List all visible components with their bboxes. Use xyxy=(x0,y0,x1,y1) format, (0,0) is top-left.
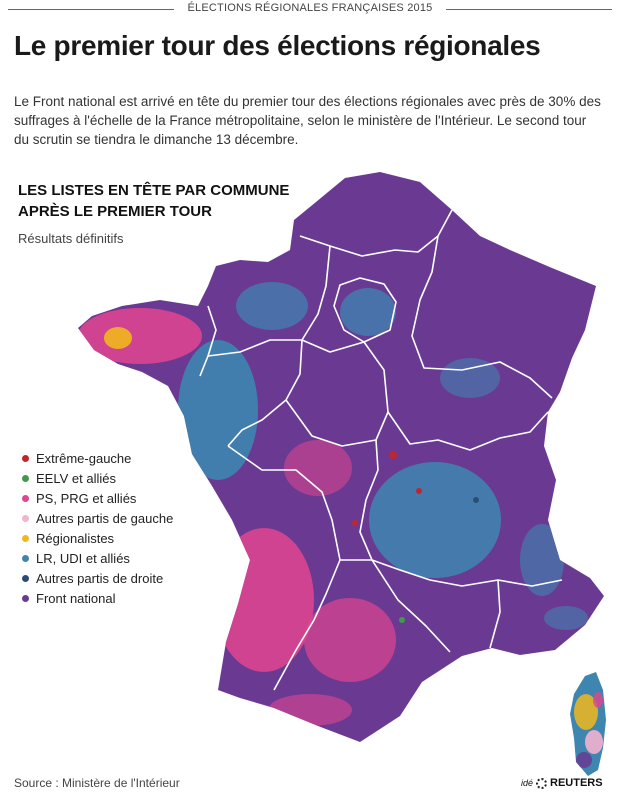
area-south-ps xyxy=(304,598,396,682)
credit: idé REUTERS xyxy=(521,777,603,789)
legend-swatch xyxy=(22,494,29,502)
border-east xyxy=(411,235,553,399)
legend: Extrême-gauche EELV et alliés PS, PRG et… xyxy=(22,448,173,608)
border-aquitaine xyxy=(227,445,341,691)
page-title: Le premier tour des élections régionales xyxy=(14,30,541,61)
kicker-text: ÉLECTIONS RÉGIONALES FRANÇAISES 2015 xyxy=(187,2,433,14)
intro-text: Le Front national est arrivé en tête du … xyxy=(14,94,601,147)
mainland xyxy=(78,172,604,742)
legend-label: Autres partis de gauche xyxy=(36,510,174,526)
corsica-fn xyxy=(576,752,592,768)
legend-label: Front national xyxy=(36,590,116,606)
legend-swatch xyxy=(22,474,29,482)
source-note: Source : Ministère de l'Intérieur xyxy=(14,776,180,790)
area-southwest-ps xyxy=(214,528,314,672)
border-brittany xyxy=(199,305,217,377)
border-idf xyxy=(333,277,397,343)
border-auvergne xyxy=(359,439,563,587)
kicker: ÉLECTIONS RÉGIONALES FRANÇAISES 2015 xyxy=(0,2,618,16)
legend-item-extreme-gauche: Extrême-gauche xyxy=(22,448,173,468)
border-occitanie xyxy=(340,559,451,653)
legend-item-regionalistes: Régionalistes xyxy=(22,528,173,548)
legend-item-ps: PS, PRG et alliés xyxy=(22,488,173,508)
legend-item-front-national: Front national xyxy=(22,588,173,608)
legend-label: Autres partis de droite xyxy=(36,570,164,586)
region-borders xyxy=(199,209,563,691)
legend-swatch xyxy=(22,454,29,462)
legend-swatch xyxy=(22,574,29,582)
area-alps-lr xyxy=(520,524,564,596)
border-pays-de-loire xyxy=(207,339,303,447)
corsica xyxy=(570,672,606,776)
area-paris-lr xyxy=(340,288,396,336)
kicker-rule-left xyxy=(8,9,174,10)
legend-item-autres-gauche: Autres partis de gauche xyxy=(22,508,173,528)
legend-label: LR, UDI et alliés xyxy=(36,550,130,566)
corsica-other-left xyxy=(585,730,603,754)
legend-swatch xyxy=(22,554,29,562)
area-normandy-lr xyxy=(236,282,308,330)
area-west-lr xyxy=(178,340,258,480)
area-brittany-regionalists xyxy=(104,327,132,349)
border-normandy-paris xyxy=(301,245,331,341)
legend-label: Régionalistes xyxy=(36,530,115,546)
corsica-regionalists xyxy=(574,694,598,730)
legend-swatch xyxy=(22,514,29,522)
spot-other-right xyxy=(473,497,479,503)
legend-swatch xyxy=(22,534,29,542)
spot-far-left-1 xyxy=(389,451,397,459)
map-subtitle: Résultats définitifs xyxy=(18,231,124,246)
spot-eelv xyxy=(399,617,405,623)
area-southeast-lr xyxy=(544,606,588,630)
legend-label: Extrême-gauche xyxy=(36,450,132,466)
kicker-rule-right xyxy=(446,9,612,10)
border-paca xyxy=(489,579,501,649)
map-title: LES LISTES EN TÊTE PAR COMMUNE APRÈS LE … xyxy=(18,182,290,220)
legend-swatch xyxy=(22,594,29,602)
legend-item-autres-droite: Autres partis de droite xyxy=(22,568,173,588)
legend-label: EELV et alliés xyxy=(36,470,116,486)
area-centre-lr xyxy=(369,462,501,578)
area-east-lr xyxy=(440,358,500,398)
legend-item-eelv: EELV et alliés xyxy=(22,468,173,488)
corsica-ps xyxy=(593,692,603,708)
area-brittany-ps xyxy=(78,308,202,364)
legend-item-lr: LR, UDI et alliés xyxy=(22,548,173,568)
credit-name: REUTERS xyxy=(550,777,603,789)
legend-label: PS, PRG et alliés xyxy=(36,490,137,506)
spot-far-left-3 xyxy=(352,520,358,526)
border-bourgogne xyxy=(387,411,549,451)
reuters-logo-icon xyxy=(536,777,548,789)
spot-far-left-2 xyxy=(416,488,422,494)
area-centre-ps xyxy=(284,440,352,496)
credit-prefix: idé xyxy=(521,778,534,788)
area-pyrenees-ps xyxy=(268,694,352,726)
